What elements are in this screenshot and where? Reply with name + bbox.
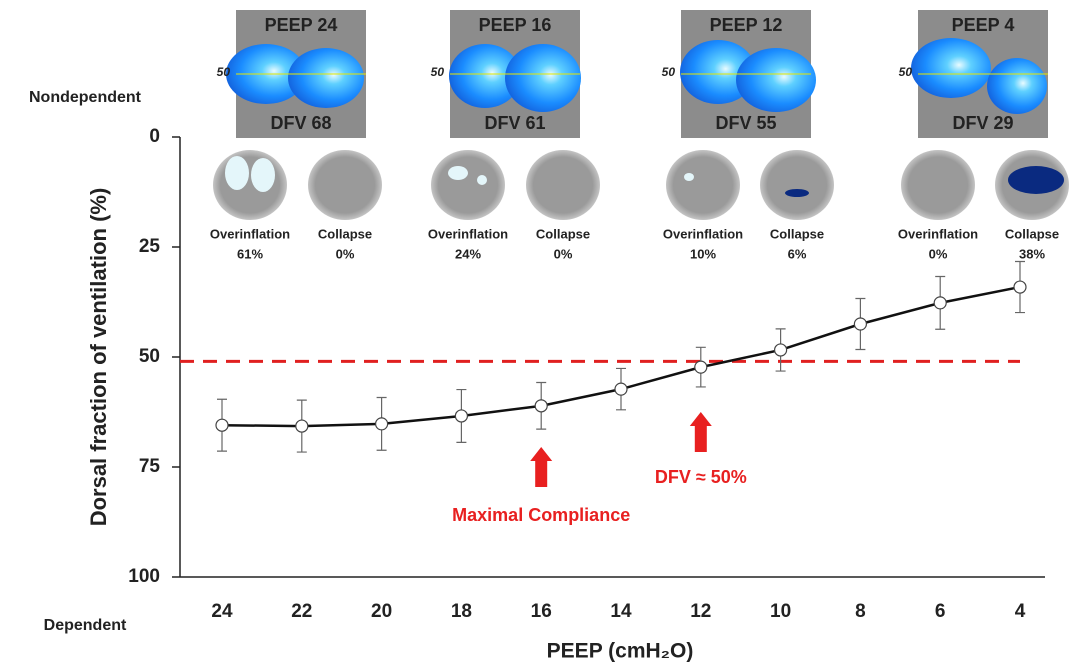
inset-peep: PEEP 16 (479, 15, 552, 35)
x-tick-label: 20 (371, 601, 392, 622)
inset-line-label: 50 (662, 65, 676, 79)
data-point (854, 318, 866, 330)
collapse-value: 38% (1019, 246, 1045, 261)
overinflation-region (684, 173, 694, 181)
overinflation-label: Overinflation (428, 226, 508, 241)
x-tick-label: 18 (451, 601, 472, 622)
overinflation-label: Overinflation (210, 226, 290, 241)
x-tick-label: 4 (1015, 601, 1026, 622)
x-tick-label: 14 (610, 601, 632, 622)
collapse-value: 0% (554, 246, 573, 261)
data-point (934, 297, 946, 309)
lung-image (736, 48, 816, 112)
overinflation-value: 10% (690, 246, 716, 261)
data-point (376, 418, 388, 430)
collapse-value: 0% (336, 246, 355, 261)
overinflation-image (666, 150, 740, 220)
inset-peep: PEEP 12 (710, 15, 783, 35)
collapse-image (526, 150, 600, 220)
lung-image (505, 44, 581, 112)
overinflation-image (901, 150, 975, 220)
x-tick-label: 10 (770, 601, 791, 622)
inset-peep: PEEP 24 (265, 15, 338, 35)
data-point (296, 420, 308, 432)
top-label: Nondependent (29, 89, 142, 106)
overinflation-value: 24% (455, 246, 481, 261)
data-point (1014, 281, 1026, 293)
annotation-arrow (690, 412, 712, 452)
x-tick-label: 6 (935, 601, 946, 622)
overinflation-image (431, 150, 505, 220)
x-tick-label: 16 (531, 601, 552, 622)
y-tick-label: 75 (139, 456, 161, 477)
collapse-image (760, 150, 834, 220)
data-point (216, 419, 228, 431)
overinflation-label: Overinflation (898, 226, 978, 241)
y-axis-title: Dorsal fraction of ventilation (%) (86, 188, 111, 527)
y-tick-label: 50 (139, 346, 160, 367)
x-tick-label: 22 (291, 601, 312, 622)
lung-image (987, 58, 1047, 114)
collapse-value: 6% (788, 246, 807, 261)
collapse-label: Collapse (770, 226, 824, 241)
inset-dfv: DFV 29 (952, 113, 1013, 133)
annotation-text: Maximal Compliance (452, 505, 630, 525)
inset-dfv: DFV 55 (715, 113, 776, 133)
inset-line-label: 50 (899, 65, 913, 79)
annotation-text: DFV ≈ 50% (655, 467, 747, 487)
inset-dfv: DFV 68 (270, 113, 331, 133)
x-tick-label: 12 (690, 601, 711, 622)
chart: Nondependent Dependent PEEP (cmH₂O) Dors… (0, 0, 1072, 667)
annotation-arrow (530, 447, 552, 487)
overinflation-region (477, 175, 487, 185)
collapse-image (308, 150, 382, 220)
data-point (695, 361, 707, 373)
overinflation-image (213, 150, 287, 220)
y-tick-label: 25 (139, 236, 161, 257)
data-point (535, 400, 547, 412)
collapse-label: Collapse (536, 226, 590, 241)
overinflation-value: 0% (929, 246, 948, 261)
data-point (455, 410, 467, 422)
data-point (615, 383, 627, 395)
y-tick-label: 0 (149, 126, 160, 147)
overinflation-region (448, 166, 468, 180)
inset-dfv: DFV 61 (484, 113, 545, 133)
inset-line-label: 50 (217, 65, 231, 79)
lung-image (288, 48, 364, 108)
overinflation-region (251, 158, 275, 192)
x-axis-title: PEEP (cmH₂O) (547, 640, 694, 663)
x-tick-label: 24 (211, 601, 233, 622)
overinflation-label: Overinflation (663, 226, 743, 241)
inset-line-label: 50 (431, 65, 445, 79)
overinflation-value: 61% (237, 246, 263, 261)
data-point (775, 344, 787, 356)
collapse-region (1008, 166, 1064, 194)
y-tick-label: 100 (128, 566, 160, 587)
collapse-region (785, 189, 809, 197)
inset-peep: PEEP 4 (952, 15, 1015, 35)
collapse-label: Collapse (318, 226, 372, 241)
overinflation-region (225, 156, 249, 190)
lung-image (911, 38, 991, 98)
bottom-label: Dependent (44, 617, 127, 634)
x-tick-label: 8 (855, 601, 866, 622)
collapse-label: Collapse (1005, 226, 1059, 241)
